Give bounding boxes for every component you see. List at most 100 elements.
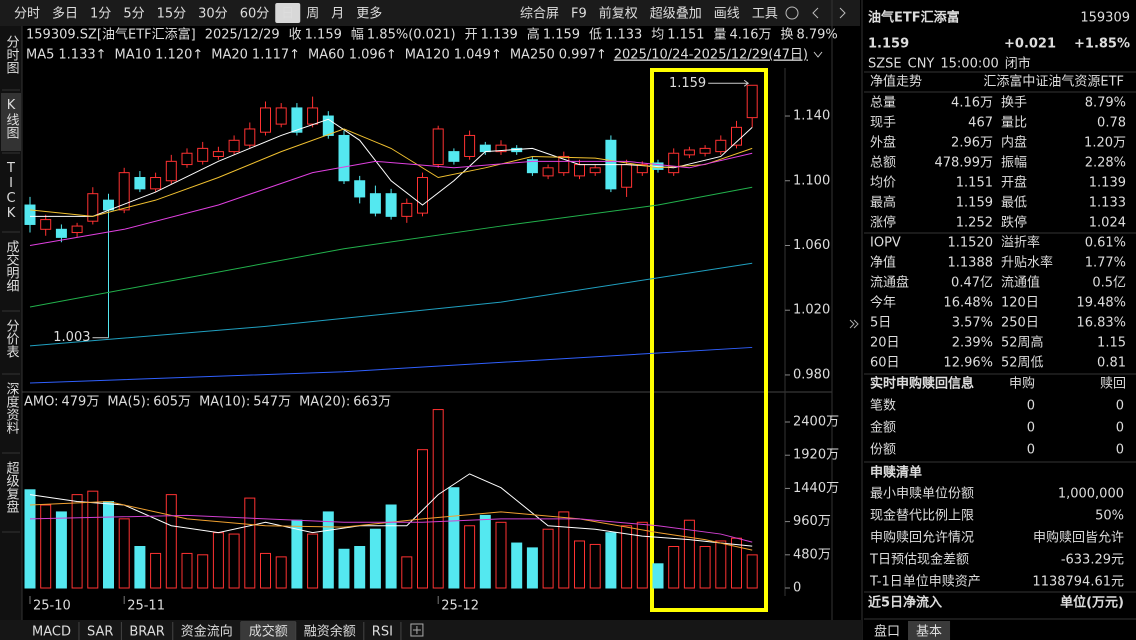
bottom-tab[interactable]: 资金流向 [181,624,233,640]
y-tick-label: 480万 [793,547,831,562]
ma-legend-value: 0.997↑ [559,48,607,63]
panel-tab[interactable]: 基本 [916,625,942,640]
side-tab[interactable]: 超级复盘 [4,461,20,513]
candle-body [589,167,601,174]
nav-icons[interactable] [812,7,846,19]
stat-value: 1.159 [956,196,993,211]
candle-body [432,128,444,166]
toolbar-tab[interactable]: 5分 [123,7,144,22]
stat-label: 最低 [1001,196,1027,211]
quote-info: 均 [651,28,664,43]
x-tick-label: 25-11 [127,599,165,614]
toolbar-tab[interactable]: 30分 [198,7,228,22]
stat-label: 流通盘 [870,275,909,291]
unit-label: 单位(万元) [1060,595,1124,611]
toolbar-tab[interactable]: 15分 [157,7,187,22]
bottom-tab[interactable]: 融资余额 [304,624,356,640]
candle-body [699,147,711,154]
bottom-tab[interactable]: 成交额 [249,624,288,640]
volume-bar [228,533,240,589]
stat-value: 1.151 [956,176,993,191]
side-tab[interactable]: TICK [4,161,19,221]
y-tick-label: 0.980 [793,367,830,382]
side-tab[interactable]: 分时图 [4,35,20,74]
stat-value: 0.61% [1085,236,1126,251]
bottom-tab[interactable]: RSI [372,625,393,640]
volume-legend-value: 605万 [153,395,191,410]
toolbar-tab[interactable]: 日 [281,7,294,22]
stat-value: 1.139 [1089,176,1126,191]
ma-line [29,346,753,384]
toolbar-tab[interactable]: 月 [331,7,344,22]
row-value: 0 [1116,421,1124,436]
last-price: 1.159 [868,37,909,52]
volume-bar [40,504,52,589]
toolbar-button[interactable]: 综合屏 [520,7,559,22]
stat-value: 467 [968,116,993,131]
toolbar-tab[interactable]: 60分 [240,7,270,22]
candle-body [668,152,680,174]
nav-title[interactable]: 净值走势 [870,74,922,90]
collapse-icon[interactable] [849,319,859,329]
toolbar-button[interactable]: 超级叠加 [650,7,702,22]
toolbar-button[interactable]: 工具 [752,7,778,22]
toolbar-button[interactable]: 画线 [714,7,740,22]
bottom-tab[interactable]: BRAR [129,625,164,640]
volume-bar [212,532,224,589]
quote-info: 量 [714,28,727,43]
candle-body [621,164,633,188]
side-tab[interactable]: 深度资料 [4,382,20,434]
row-label: 笔数 [870,398,896,414]
volume-ma-line [29,501,753,551]
ma-line [29,128,753,217]
ma-legend-value: 1.133↑ [58,48,106,63]
date-range[interactable]: 2025/10/24-2025/12/29(47日) [614,48,808,63]
volume-bar [354,546,366,589]
toolbar-tab[interactable]: 周 [306,7,319,22]
candle-body [244,128,256,146]
panel-tab[interactable]: 盘口 [874,624,900,640]
toolbar-tab[interactable]: 多日 [52,6,78,22]
stat-label: 52周高 [1001,335,1044,351]
ma-legend-name: MA60 [308,48,345,63]
tab-active-bg [275,3,301,23]
toolbar-tab[interactable]: 更多 [356,6,382,22]
quote-info: 159309.SZ[油气ETF汇添富] [26,27,196,43]
bottom-tab[interactable]: MACD [32,625,71,640]
side-tab[interactable]: 成交明细 [4,240,20,292]
toolbar-tab[interactable]: 分时 [14,7,40,22]
row-label: 份额 [870,443,896,458]
toolbar-button[interactable]: 前复权 [599,6,638,22]
stat-value: 12.96% [943,356,993,371]
ma-legend-name: MA10 [115,48,152,63]
dropdown-icon[interactable] [813,51,823,58]
volume-bar [621,525,633,589]
row-value: 申购赎回皆允许 [1033,530,1124,546]
bottom-bar [0,620,862,640]
volume-bar [558,511,570,589]
stat-value: 2.28% [1085,156,1126,171]
section-title: 申赎清单 [870,465,922,481]
add-tab-icon[interactable] [410,623,424,637]
volume-legend-name: MA(10): [199,395,250,410]
volume-ma-line [29,514,753,543]
bottom-tab[interactable]: SAR [87,625,113,640]
price-change-pct: +1.85% [1074,37,1130,52]
toolbar-button[interactable]: F9 [571,7,587,22]
candle-body [197,147,209,162]
stat-label: 开盘 [1001,175,1027,191]
volume-bar [87,490,99,589]
side-tab[interactable]: K线图 [4,98,20,139]
ma-legend-name: MA5 [26,48,54,63]
side-tab[interactable]: 分价表 [4,319,20,358]
volume-bar [401,556,413,589]
panel-tab-active-bg [908,621,951,640]
security-code: 159309 [1080,11,1130,26]
toolbar-tab[interactable]: 1分 [90,7,111,22]
row-label: 现金替代比例上限 [870,508,974,524]
candle-body [369,193,381,214]
quote-info: 换 [780,28,793,43]
settings-icon[interactable] [785,6,799,20]
volume-bar [260,552,271,589]
